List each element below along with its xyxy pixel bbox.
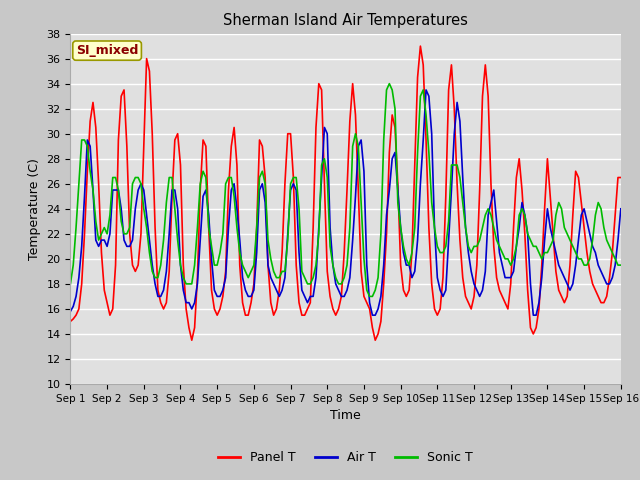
- Panel T: [589, 281, 596, 287]
- Air T: [377, 293, 385, 300]
- Air T: [67, 309, 74, 314]
- Sonic T: [365, 293, 373, 300]
- Panel T: [67, 319, 74, 324]
- Panel T: [89, 99, 97, 105]
- Air T: [369, 312, 376, 318]
- X-axis label: Time: Time: [330, 409, 361, 422]
- Panel T: [617, 175, 625, 180]
- Air T: [89, 187, 97, 193]
- Air T: [543, 206, 551, 212]
- Air T: [589, 243, 596, 249]
- Sonic T: [589, 237, 596, 243]
- Air T: [617, 206, 625, 212]
- Sonic T: [377, 231, 385, 237]
- Y-axis label: Temperature (C): Temperature (C): [28, 158, 41, 260]
- Panel T: [417, 43, 424, 49]
- Panel T: [188, 337, 196, 343]
- Text: SI_mixed: SI_mixed: [76, 44, 138, 57]
- Panel T: [377, 319, 385, 324]
- Air T: [439, 293, 447, 300]
- Line: Sonic T: Sonic T: [70, 84, 621, 296]
- Legend: Panel T, Air T, Sonic T: Panel T, Air T, Sonic T: [213, 446, 478, 469]
- Line: Air T: Air T: [70, 90, 621, 315]
- Sonic T: [543, 250, 551, 255]
- Sonic T: [219, 231, 227, 237]
- Sonic T: [385, 81, 393, 86]
- Title: Sherman Island Air Temperatures: Sherman Island Air Temperatures: [223, 13, 468, 28]
- Sonic T: [89, 187, 97, 193]
- Panel T: [222, 268, 230, 274]
- Panel T: [439, 275, 447, 280]
- Sonic T: [67, 281, 74, 287]
- Panel T: [543, 156, 551, 162]
- Sonic T: [439, 250, 447, 255]
- Line: Panel T: Panel T: [70, 46, 621, 340]
- Air T: [422, 87, 430, 93]
- Air T: [219, 287, 227, 293]
- Sonic T: [617, 262, 625, 268]
